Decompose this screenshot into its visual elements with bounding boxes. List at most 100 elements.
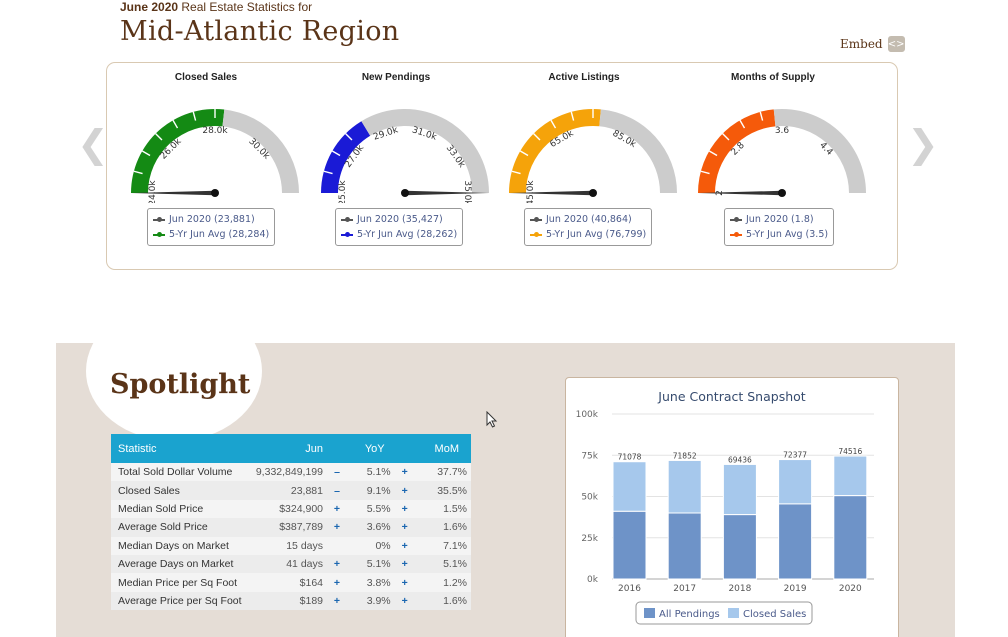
legend-text: Jun 2020 (1.8) [746,214,814,225]
gauge-tick-mark [519,150,529,157]
bar-lower-2016 [612,510,647,580]
gauge-needle-pivot [778,189,786,197]
stat-mom: 1.6% [414,518,471,537]
gauge-legend: Jun 2020 (1.8) 5-Yr Jun Avg (3.5) [724,208,835,246]
bar-upper-2019 [778,459,813,505]
col-header-statistic: Statistic [111,434,251,463]
gauge-tick-mark [155,133,163,141]
carousel-next-button[interactable]: ❯ [907,122,939,166]
mom-sign: + [394,536,415,555]
gauge-tick-mark [739,119,746,129]
gauge-needle-pivot [589,189,597,197]
page-subtitle: June 2020 Real Estate Statistics for [120,0,313,14]
gauge-tick-mark [192,111,197,121]
stat-yoy: 9.1% [347,481,395,500]
y-tick-label: 0k [587,575,599,585]
bar-upper-2020 [833,455,868,497]
stat-label: Average Price per Sq Foot [111,591,251,611]
stat-yoy: 5.1% [347,463,395,482]
bar-upper-2016 [612,461,647,512]
col-header-jun: Jun [251,434,327,463]
bar-chart-svg: 0k 25k 50k 75k 100k 71078 2016 71852 2017 69436 20… [576,410,874,625]
gauge-tick-mark [323,170,333,175]
gauge-tick-label: 45.0k [526,180,536,203]
yoy-sign: + [327,554,347,574]
bar-data-label: 72377 [783,451,807,460]
gauge-average-band [321,121,371,193]
mom-sign: + [394,591,415,611]
gauge-tick-mark [759,111,764,121]
gauge-needle [131,190,215,196]
stat-label: Total Sold Dollar Volume [111,463,251,482]
stat-mom: 1.5% [414,499,471,519]
gauge-tick-mark [533,133,541,141]
gauge-title: Months of Supply [731,72,815,83]
legend-marker-icon [153,231,165,237]
gauge-svg: 22.83.64.4 [698,109,866,197]
legend-text: 5-Yr Jun Avg (28,262) [357,229,458,240]
legend-marker-icon [153,216,165,222]
yoy-sign: + [327,499,347,519]
legend-average: 5-Yr Jun Avg (76,799) [530,227,646,242]
legend-series-label: All Pendings [659,609,720,620]
carousel-prev-button[interactable]: ❮ [77,122,109,166]
stat-mom: 35.5% [414,481,471,500]
stat-yoy: 5.1% [347,554,395,574]
table-row: Total Sold Dollar Volume 9,332,849,199–5.… [111,463,471,482]
mom-sign: + [394,573,415,592]
gauge-remaining-band [773,109,866,193]
gauge-title: Active Listings [548,72,620,83]
gauge-tick-mark [570,111,575,121]
y-tick-label: 75k [581,451,598,461]
legend-swatch [644,608,655,618]
legend-marker-icon [530,216,542,222]
bar-data-label: 69436 [728,455,752,464]
bar-lower-2020 [833,495,868,580]
bar-data-label: 71852 [673,451,697,460]
mom-sign: + [394,463,415,482]
legend-text: Jun 2020 (35,427) [357,214,443,225]
gauge-needle-pivot [401,189,409,197]
legend-marker-icon [730,216,742,222]
gauge-tick-mark [133,170,143,175]
gauge-average-band [131,109,225,193]
stat-mom: 37.7% [414,463,471,482]
table-row: Closed Sales 23,881–9.1% +35.5% [111,481,471,500]
legend-swatch [728,608,739,618]
yoy-sign: – [327,481,347,500]
legend-text: Jun 2020 (23,881) [169,214,255,225]
legend-current: Jun 2020 (1.8) [730,212,828,227]
mouse-cursor-icon [486,411,498,428]
stat-label: Median Days on Market [111,536,251,555]
gauge-tick-label: 35.0k [462,180,472,203]
stat-mom: 5.1% [414,554,471,574]
legend-average: 5-Yr Jun Avg (28,284) [153,227,269,242]
col-header-mom: MoM [394,434,471,463]
stat-yoy: 0% [347,536,395,555]
gauge-tick-label: 24.0k [148,180,158,203]
gauge-tick-mark [708,150,718,157]
gauge-needle [405,190,489,196]
x-tick-label: 2018 [728,584,751,594]
chart-title: June Contract Snapshot [658,389,806,404]
stat-yoy: 3.6% [347,518,395,537]
embed-button[interactable]: Embed <> [840,36,905,52]
gauge-tick-mark [141,150,151,157]
gauge-needle [509,190,593,196]
legend-current: Jun 2020 (40,864) [530,212,646,227]
stat-jun: 23,881 [251,481,327,500]
embed-code-icon: <> [887,36,905,52]
stat-mom: 1.2% [414,573,471,592]
page-header: June 2020 Real Estate Statistics for Mid… [120,0,399,47]
bar-upper-2017 [667,459,702,514]
legend-series-label: Closed Sales [743,609,806,620]
y-tick-label: 25k [581,534,598,544]
table-row: Median Sold Price $324,900 +5.5% +1.5% [111,499,471,519]
legend-marker-icon [341,231,353,237]
gauge-tick-mark [345,133,353,141]
stat-yoy: 3.8% [347,573,395,592]
gauge-needle [698,190,782,196]
yoy-sign [327,536,347,555]
